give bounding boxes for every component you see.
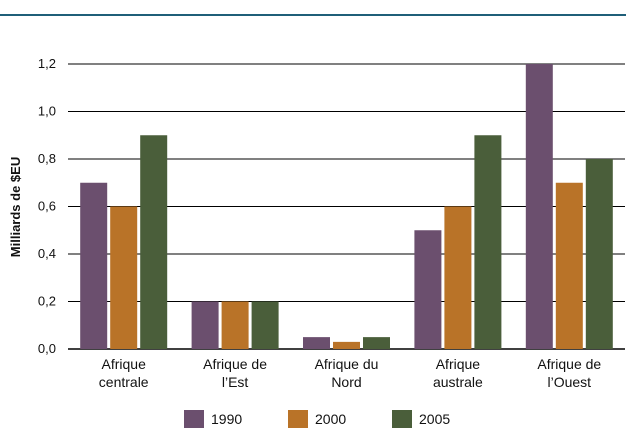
y-axis-label: Milliards de $EU (8, 157, 23, 257)
bar-1990 (525, 64, 553, 349)
bar-2005 (585, 159, 613, 349)
y-tick-label: 0,6 (38, 199, 56, 214)
y-tick-label: 0,4 (38, 246, 56, 261)
legend: 1990 2000 2005 (184, 410, 450, 428)
legend-swatch-2005 (392, 410, 412, 428)
legend-label-2000: 2000 (315, 411, 346, 427)
bar-2000 (444, 206, 472, 349)
y-tick-label: 1,0 (38, 104, 56, 119)
y-tick-label: 0,2 (38, 294, 56, 309)
legend-swatch-1990 (184, 410, 204, 428)
y-tick-labels: 0,0 0,2 0,4 0,6 0,8 1,0 1,2 (38, 56, 56, 356)
x-tick-label: Afrique de l’Ouest (537, 356, 601, 390)
top-rule (0, 14, 626, 16)
y-tick-label: 0,8 (38, 151, 56, 166)
bars (80, 64, 613, 349)
bar-2005 (251, 301, 279, 349)
bar-2000 (555, 182, 583, 349)
bar-2000 (221, 301, 249, 349)
bar-2000 (110, 206, 138, 349)
bar-1990 (191, 301, 219, 349)
bar-2005 (140, 135, 168, 349)
legend-label-1990: 1990 (211, 411, 242, 427)
bar-2000 (333, 341, 360, 349)
x-tick-label: Afrique centrale (99, 356, 149, 390)
x-tick-label: Afrique australe (433, 356, 483, 390)
x-tick-label: Afrique de l’Est (203, 356, 267, 390)
x-tick-labels: Afrique centrale Afrique de l’Est Afrique du… (99, 356, 602, 390)
bar-2005 (363, 337, 390, 349)
bar-1990 (80, 182, 108, 349)
bar-1990 (303, 337, 330, 349)
legend-label-2005: 2005 (419, 411, 450, 427)
legend-swatch-2000 (288, 410, 308, 428)
x-tick-label: Afrique du Nord (315, 356, 379, 390)
bar-1990 (414, 230, 442, 349)
bar-2005 (474, 135, 502, 349)
y-tick-label: 0,0 (38, 341, 56, 356)
y-tick-label: 1,2 (38, 56, 56, 71)
